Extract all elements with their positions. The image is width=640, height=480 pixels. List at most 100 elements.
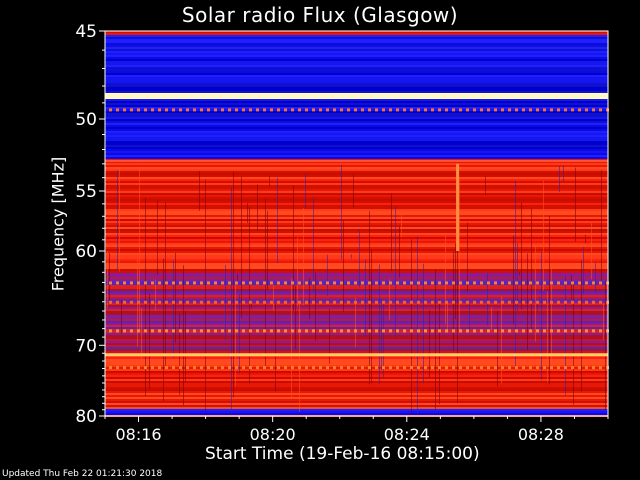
comb-dot: [550, 366, 553, 370]
comb-dot: [144, 329, 147, 333]
spectrogram-row: [105, 165, 608, 167]
spectrogram-row: [105, 325, 608, 327]
spectrogram-row: [105, 323, 608, 325]
comb-dot: [200, 329, 203, 333]
spectrogram-row: [105, 315, 608, 317]
spectrogram-row: [105, 185, 608, 187]
comb-dot: [361, 366, 364, 370]
comb-dot: [284, 300, 287, 304]
spectrogram-row: [105, 87, 608, 89]
comb-dot: [130, 300, 133, 304]
comb-dot: [417, 108, 420, 112]
comb-dot: [130, 366, 133, 370]
spectrogram-row: [105, 231, 608, 233]
comb-dot: [158, 281, 161, 285]
streak: [487, 272, 488, 326]
comb-dot: [354, 300, 357, 304]
comb-dot: [249, 108, 252, 112]
spectrogram-row: [105, 45, 608, 47]
spectrogram-rows: [105, 31, 608, 417]
spectrogram-row: [105, 291, 608, 293]
spectrogram-row: [105, 149, 608, 151]
spectrogram-row: [105, 407, 608, 409]
comb-dot: [340, 281, 343, 285]
comb-dot: [291, 329, 294, 333]
comb-dot: [529, 366, 532, 370]
comb-dot: [144, 366, 147, 370]
comb-dot: [571, 366, 574, 370]
streak: [353, 174, 354, 208]
comb-dot: [578, 366, 581, 370]
spectrogram-row: [105, 363, 608, 365]
comb-dot: [473, 300, 476, 304]
comb-dot: [298, 300, 301, 304]
streak: [231, 187, 232, 415]
comb-dot: [466, 281, 469, 285]
streak: [141, 307, 142, 365]
comb-dot: [480, 281, 483, 285]
comb-dot: [221, 108, 224, 112]
comb-dot: [494, 366, 497, 370]
streak: [233, 172, 234, 398]
comb-dot: [466, 300, 469, 304]
spectrogram-row: [105, 339, 608, 341]
streak: [305, 174, 306, 209]
comb-dot: [200, 108, 203, 112]
spectrogram-row: [105, 299, 608, 301]
comb-dot: [137, 329, 140, 333]
spectrogram-row: [105, 157, 608, 159]
spectrogram-row: [105, 293, 608, 295]
spectrogram-row: [105, 67, 608, 69]
streak: [565, 275, 566, 396]
spectrogram-row: [105, 263, 608, 265]
comb-dot: [305, 281, 308, 285]
streak: [121, 299, 122, 334]
comb-dot: [284, 366, 287, 370]
comb-dot: [151, 281, 154, 285]
spectrogram-row: [105, 121, 608, 123]
spectrogram-row: [105, 103, 608, 105]
comb-dot: [480, 366, 483, 370]
spectrogram-row: [105, 127, 608, 129]
spectrogram-row: [105, 401, 608, 403]
spectrogram-row: [105, 303, 608, 305]
comb-dot: [207, 366, 210, 370]
spectrogram-row: [105, 151, 608, 153]
comb-dot: [368, 329, 371, 333]
comb-dot: [123, 329, 126, 333]
comb-dot: [312, 329, 315, 333]
spectrogram-row: [105, 49, 608, 51]
comb-dot: [333, 281, 336, 285]
comb-dot: [263, 329, 266, 333]
spectrogram-row: [105, 341, 608, 343]
comb-dot: [585, 281, 588, 285]
comb-dot: [109, 300, 112, 304]
spectrogram-row: [105, 277, 608, 279]
streak: [351, 254, 352, 259]
spectrogram-row: [105, 115, 608, 117]
comb-dot: [403, 108, 406, 112]
streak: [389, 279, 390, 320]
comb-dot: [571, 329, 574, 333]
comb-dot: [172, 300, 175, 304]
comb-dot: [200, 281, 203, 285]
x-tick-label: 08:24: [384, 425, 430, 444]
spectrogram-row: [105, 145, 608, 147]
comb-dot: [410, 329, 413, 333]
comb-dot: [340, 300, 343, 304]
spectrogram-row: [105, 413, 608, 415]
comb-dot: [375, 366, 378, 370]
streak: [527, 253, 528, 351]
spectrogram-row: [105, 153, 608, 155]
comb-dot: [585, 366, 588, 370]
comb-dot: [249, 281, 252, 285]
spectrogram-row: [105, 63, 608, 65]
spectrogram-row: [105, 219, 608, 221]
spectrogram-row: [105, 267, 608, 269]
streak: [537, 302, 538, 312]
streak: [205, 179, 206, 412]
spectrogram-row: [105, 383, 608, 385]
comb-dot: [585, 329, 588, 333]
streak: [163, 258, 164, 402]
streak: [459, 180, 460, 332]
